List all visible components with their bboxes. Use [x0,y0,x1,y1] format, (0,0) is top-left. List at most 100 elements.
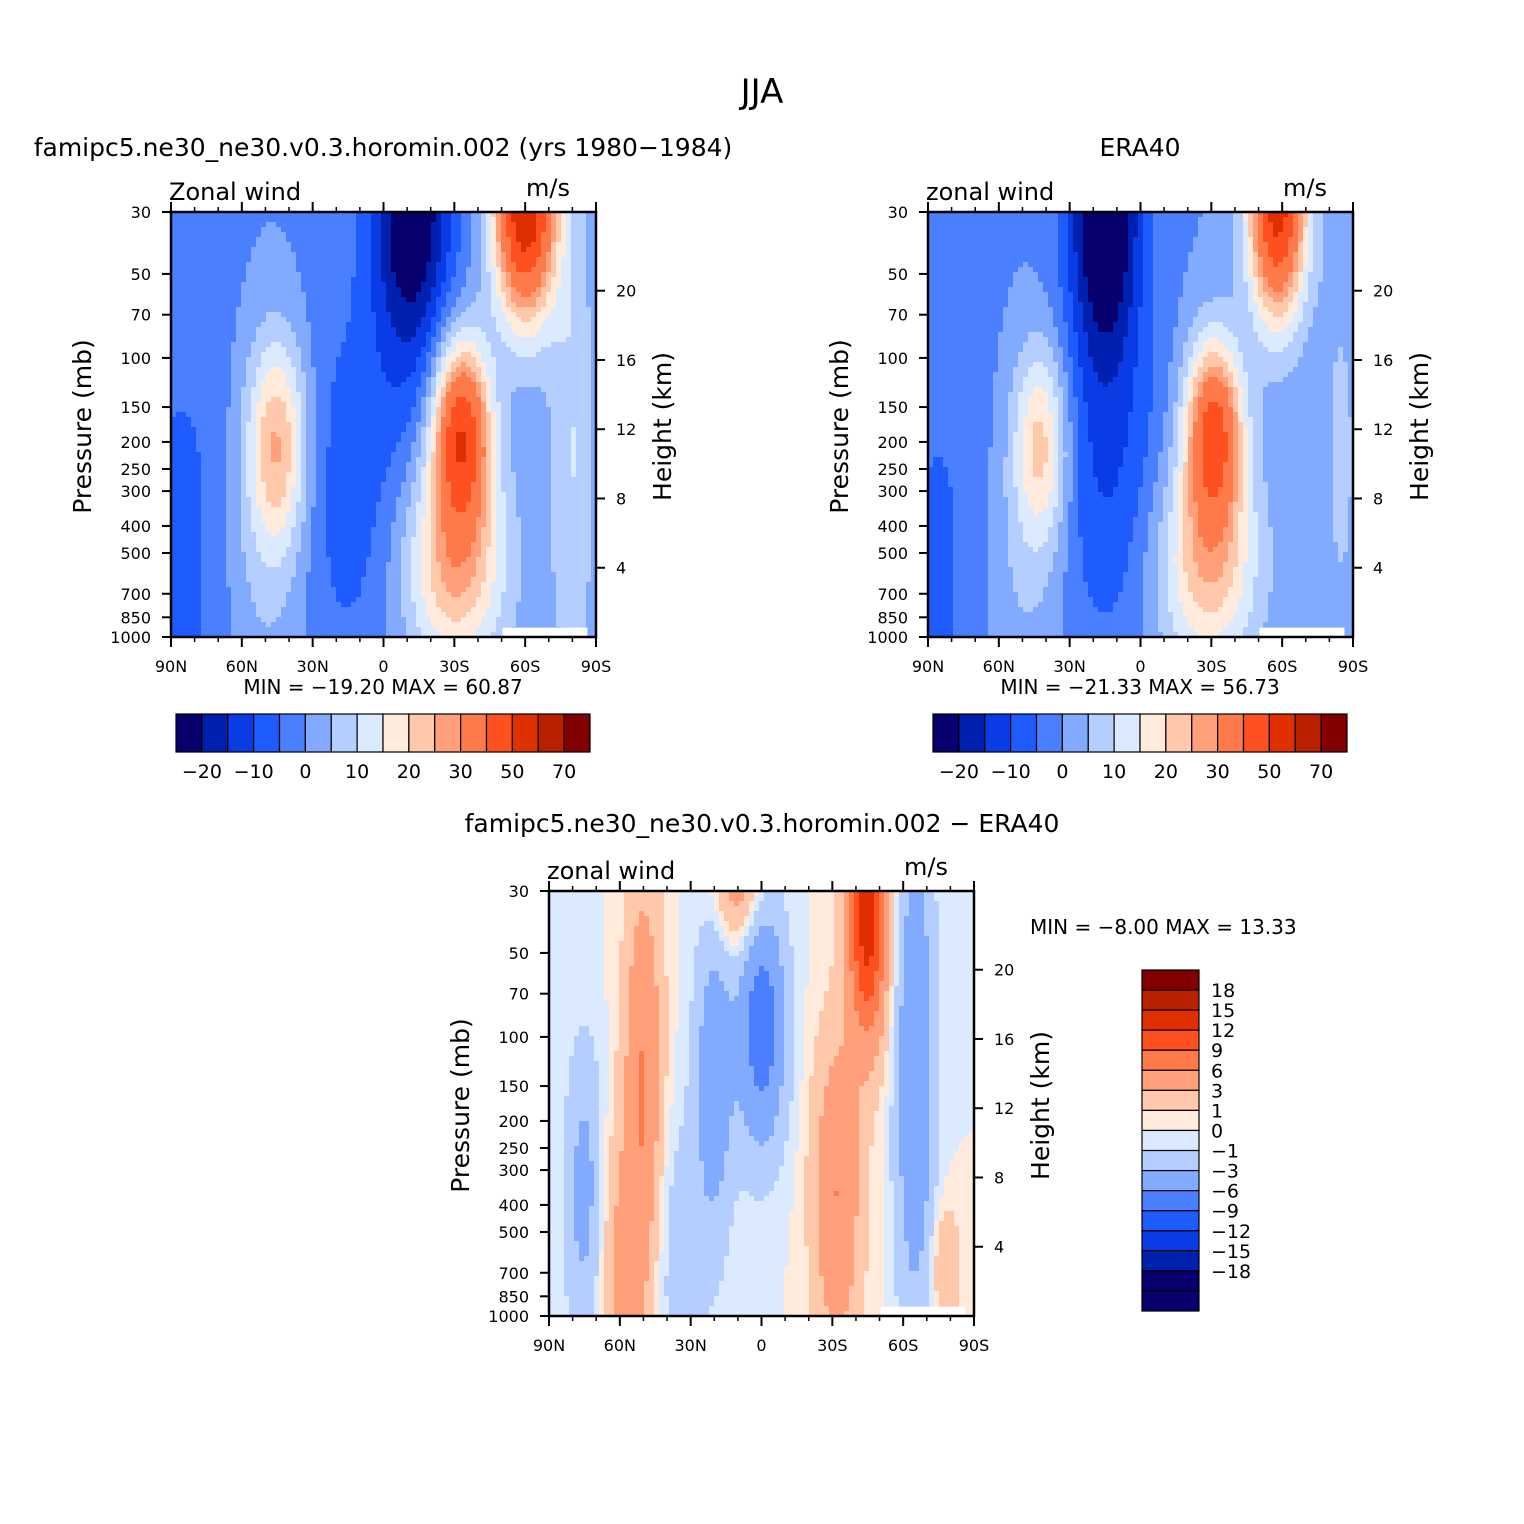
field-cell [486,367,492,373]
field-cell [331,427,337,433]
field-cell [506,292,512,298]
field-cell [181,252,187,258]
field-cell [511,312,517,318]
field-cell [521,272,527,278]
field-cell [221,277,227,283]
field-cell [181,317,187,323]
field-cell [446,242,452,248]
field-cell [336,442,342,448]
field-cell [256,317,262,323]
field-cell [356,327,362,333]
field-cell [371,417,377,423]
field-cell [371,322,377,328]
field-cell [551,457,557,463]
field-cell [346,377,352,383]
field-cell [301,357,307,363]
field-cell [176,342,182,348]
field-cell [576,342,582,348]
field-cell [366,467,372,473]
field-cell [276,332,282,338]
field-cell [436,432,442,438]
field-cell [216,312,222,318]
field-cell [466,357,472,363]
field-cell [236,307,242,313]
field-cell [451,497,457,503]
field-cell [431,417,437,423]
field-cell [526,467,532,473]
field-cell [366,397,372,403]
field-cell [581,392,587,398]
field-cell [501,252,507,258]
field-cell [556,267,562,273]
field-cell [391,502,397,508]
field-cell [236,337,242,343]
field-cell [246,312,252,318]
field-cell [281,267,287,273]
field-cell [226,427,232,433]
field-cell [521,487,527,493]
field-cell [181,217,187,223]
field-cell [266,272,272,278]
field-cell [416,262,422,268]
field-cell [266,307,272,313]
field-cell [291,317,297,323]
field-cell [551,377,557,383]
field-cell [381,482,387,488]
field-cell [466,332,472,338]
field-cell [591,472,596,478]
field-cell [361,497,367,503]
field-cell [471,502,477,508]
field-cell [561,267,567,273]
field-cell [216,247,222,253]
field-cell [566,252,572,258]
field-cell [591,227,596,233]
field-cell [546,352,552,358]
field-cell [336,232,342,238]
field-cell [521,307,527,313]
field-cell [416,432,422,438]
field-cell [276,212,282,218]
field-cell [476,222,482,228]
field-cell [516,262,522,268]
field-cell [481,277,487,283]
field-cell [516,277,522,283]
field-cell [546,442,552,448]
field-cell [376,247,382,253]
field-cell [441,367,447,373]
field-cell [226,422,232,428]
field-cell [371,337,377,343]
field-cell [461,247,467,253]
field-cell [516,337,522,343]
field-cell [256,357,262,363]
field-cell [586,367,592,373]
field-cell [556,472,562,478]
field-cell [201,372,207,378]
field-cell [561,402,567,408]
field-cell [466,297,472,303]
field-cell [591,247,596,253]
field-cell [176,442,182,448]
field-cell [216,387,222,393]
field-cell [546,272,552,278]
field-cell [241,467,247,473]
field-cell [376,452,382,458]
field-cell [586,327,592,333]
field-cell [441,437,447,443]
field-cell [326,317,332,323]
field-cell [256,347,262,353]
field-cell [211,222,217,228]
field-cell [376,262,382,268]
field-cell [501,272,507,278]
field-cell [396,432,402,438]
field-cell [386,472,392,478]
field-cell [331,367,337,373]
field-cell [266,242,272,248]
field-cell [501,307,507,313]
field-cell [206,317,212,323]
field-cell [471,462,477,468]
field-cell [281,322,287,328]
field-cell [366,242,372,248]
field-cell [556,392,562,398]
field-cell [456,457,462,463]
field-cell [326,437,332,443]
